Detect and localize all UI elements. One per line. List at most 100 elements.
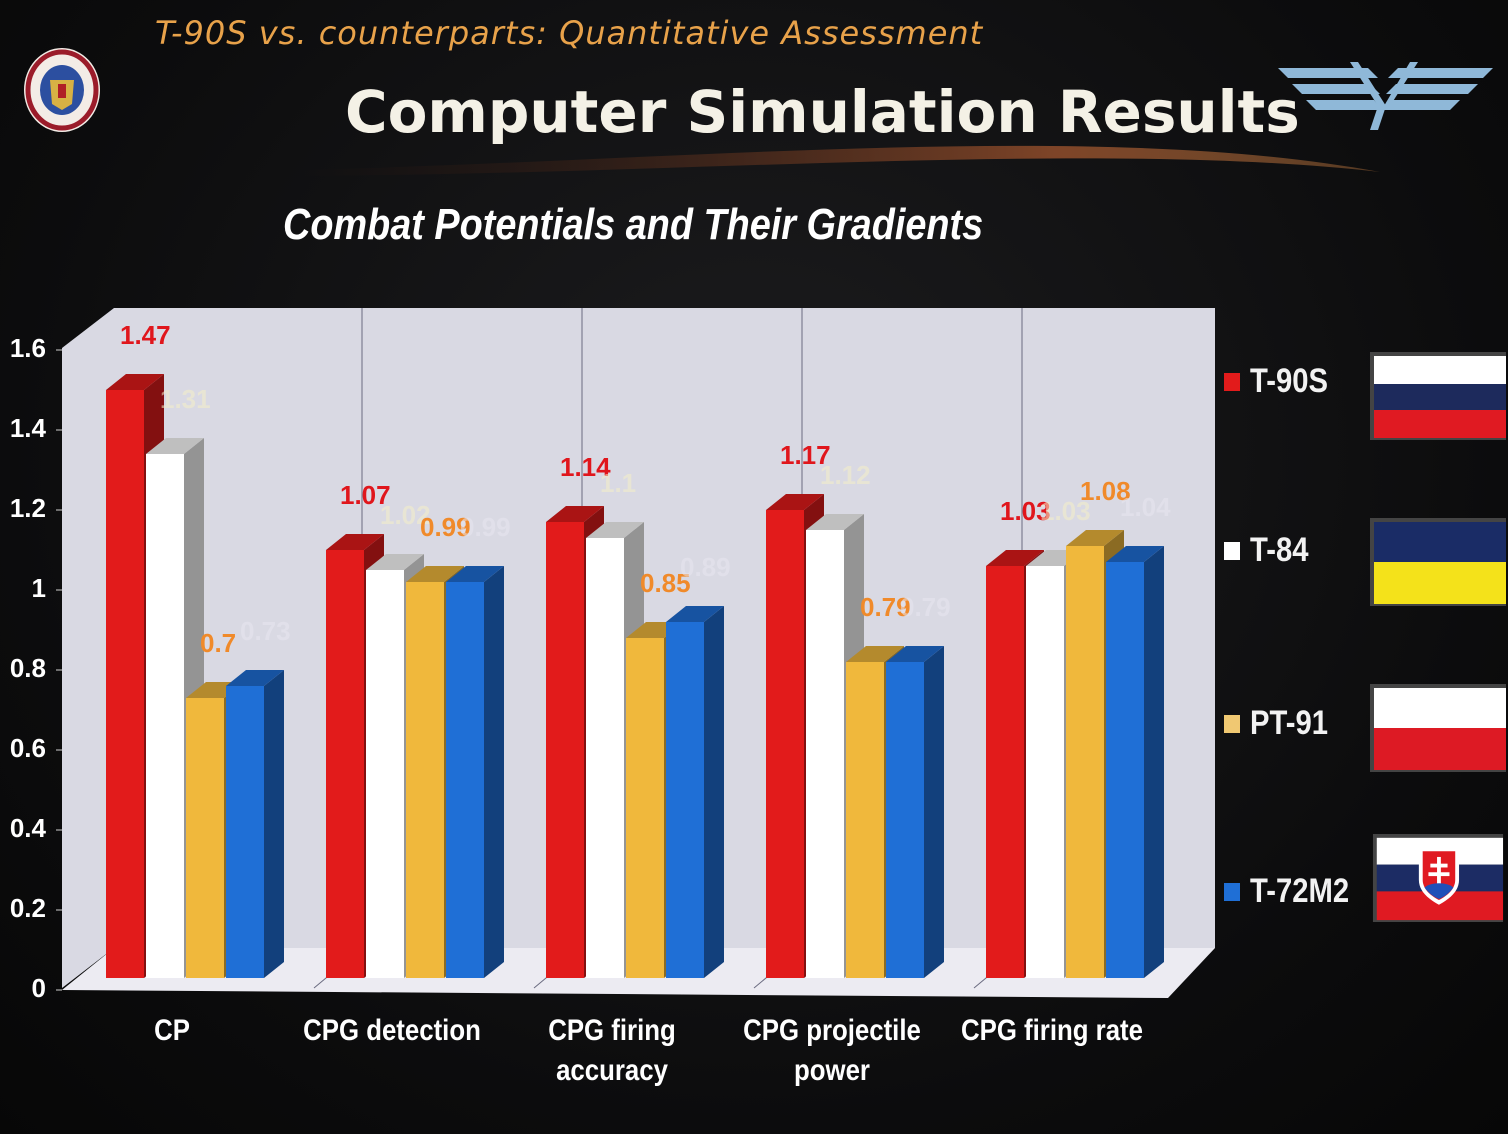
- bar-top: [1066, 530, 1124, 546]
- x-category-label: CP: [154, 1013, 190, 1046]
- legend-item-t84: T-84: [1224, 531, 1318, 570]
- legend-swatch-t90s: [1224, 372, 1240, 391]
- bar-value-label: 1.17: [780, 440, 831, 470]
- bar: [886, 662, 924, 978]
- bar: [766, 510, 804, 978]
- y-tick-label: 1.4: [10, 413, 47, 443]
- bar-value-label: 0.73: [240, 616, 291, 646]
- bar-value-label: 0.79: [900, 592, 951, 622]
- bar-value-label: 0.85: [640, 568, 691, 598]
- legend-item-t90s: T-90S: [1224, 362, 1341, 401]
- bar-value-label: 1.47: [120, 320, 171, 350]
- legend-swatch-t84: [1224, 541, 1240, 560]
- legend-swatch-pt91: [1224, 714, 1240, 733]
- bar: [546, 522, 584, 978]
- x-category-label: CPG firing rate: [961, 1013, 1143, 1046]
- bar-value-label: 0.79: [860, 592, 911, 622]
- russia-flag-icon: [1370, 352, 1506, 440]
- bar: [1106, 562, 1144, 978]
- y-tick-label: 0.2: [10, 893, 46, 923]
- bar-top: [406, 566, 464, 582]
- y-tick-label: 1.6: [10, 333, 46, 363]
- bar-top: [446, 566, 504, 582]
- legend-item-t72m2: T-72M2: [1224, 872, 1365, 911]
- bar-top: [326, 534, 384, 550]
- bar-top: [226, 670, 284, 686]
- slide-subtitle: T-90S vs. counterparts: Quantitative Ass…: [155, 14, 984, 52]
- legend-swatch-t72m2: [1224, 882, 1240, 901]
- bar-top: [806, 514, 864, 530]
- legend-item-pt91: PT-91: [1224, 704, 1341, 743]
- bar: [586, 538, 624, 978]
- y-tick-label: 0.6: [10, 733, 46, 763]
- bar-value-label: 1.02: [380, 500, 431, 530]
- bar: [186, 698, 224, 978]
- slide-title: Computer Simulation Results: [345, 78, 1300, 146]
- x-category-label: CPG projectile: [743, 1013, 921, 1046]
- bar-value-label: 0.99: [460, 512, 511, 542]
- ukraine-flag-icon: [1370, 518, 1506, 606]
- bar-top: [766, 494, 824, 510]
- bar: [626, 638, 664, 978]
- slovakia-flag-icon: [1372, 834, 1504, 922]
- x-category-label: CPG detection: [303, 1013, 481, 1046]
- bar-value-label: 1.07: [340, 480, 391, 510]
- poland-flag-icon: [1370, 684, 1506, 772]
- x-category-label: accuracy: [556, 1053, 668, 1086]
- bar-side: [924, 646, 944, 978]
- bar-value-label: 0.99: [420, 512, 471, 542]
- bar-value-label: 0.89: [680, 552, 731, 582]
- bar: [446, 582, 484, 978]
- bar: [106, 390, 144, 978]
- bar: [986, 566, 1024, 978]
- bar-value-label: 1.08: [1080, 476, 1131, 506]
- bar-top: [546, 506, 604, 522]
- bar: [806, 530, 844, 978]
- y-tick-label: 0.8: [10, 653, 46, 683]
- company-logo-icon: [1278, 62, 1493, 130]
- y-tick-label: 0: [32, 973, 46, 1003]
- bar-side: [704, 606, 724, 978]
- bar-value-label: 1.14: [560, 452, 611, 482]
- x-category-label: CPG firing: [548, 1013, 676, 1046]
- y-tick-label: 0.4: [10, 813, 47, 843]
- bar-value-label: 1.1: [600, 468, 636, 498]
- legend-label-t90s: T-90S: [1250, 362, 1329, 400]
- legend-label-t72m2: T-72M2: [1250, 872, 1350, 910]
- emblem-seal-icon: [24, 48, 100, 132]
- bar-value-label: 1.03: [1040, 496, 1091, 526]
- bar-value-label: 0.7: [200, 628, 236, 658]
- bar: [326, 550, 364, 978]
- bar-value-label: 1.03: [1000, 496, 1051, 526]
- bar-value-label: 1.04: [1120, 492, 1171, 522]
- x-category-label: power: [794, 1053, 870, 1086]
- bar: [1066, 546, 1104, 978]
- bar-side: [1144, 546, 1164, 978]
- legend-label-t84: T-84: [1250, 531, 1309, 569]
- bar-side: [484, 566, 504, 978]
- bar-top: [146, 438, 204, 454]
- bar-top: [366, 554, 424, 570]
- y-tick-label: 1.2: [10, 493, 46, 523]
- bar: [226, 686, 264, 978]
- bar-top: [1106, 546, 1164, 562]
- bar-top: [846, 646, 904, 662]
- bar: [666, 622, 704, 978]
- bar-value-label: 1.12: [820, 460, 871, 490]
- chart-title: Combat Potentials and Their Gradients: [283, 200, 984, 249]
- bar: [406, 582, 444, 978]
- bar-side: [264, 670, 284, 978]
- legend-label-pt91: PT-91: [1250, 704, 1329, 742]
- bar: [366, 570, 404, 978]
- bar-top: [106, 374, 164, 390]
- bar-top: [886, 646, 944, 662]
- bar-top: [586, 522, 644, 538]
- y-tick-label: 1: [32, 573, 46, 603]
- bar: [1026, 566, 1064, 978]
- bar-top: [986, 550, 1044, 566]
- bar: [146, 454, 184, 978]
- bar-value-label: 1.31: [160, 384, 211, 414]
- bar-top: [666, 606, 724, 622]
